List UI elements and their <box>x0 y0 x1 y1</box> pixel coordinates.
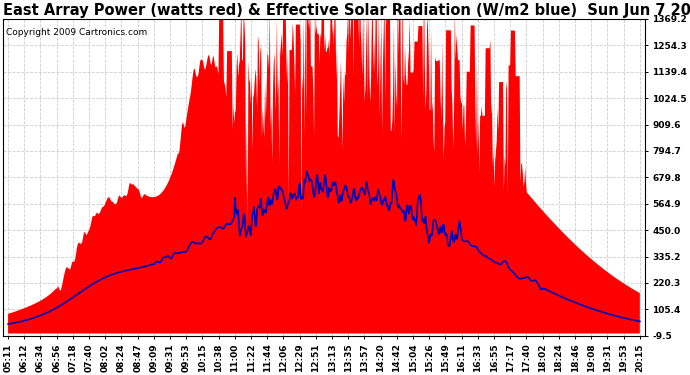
Text: East Array Power (watts red) & Effective Solar Radiation (W/m2 blue)  Sun Jun 7 : East Array Power (watts red) & Effective… <box>3 3 690 18</box>
Text: Copyright 2009 Cartronics.com: Copyright 2009 Cartronics.com <box>6 28 148 38</box>
